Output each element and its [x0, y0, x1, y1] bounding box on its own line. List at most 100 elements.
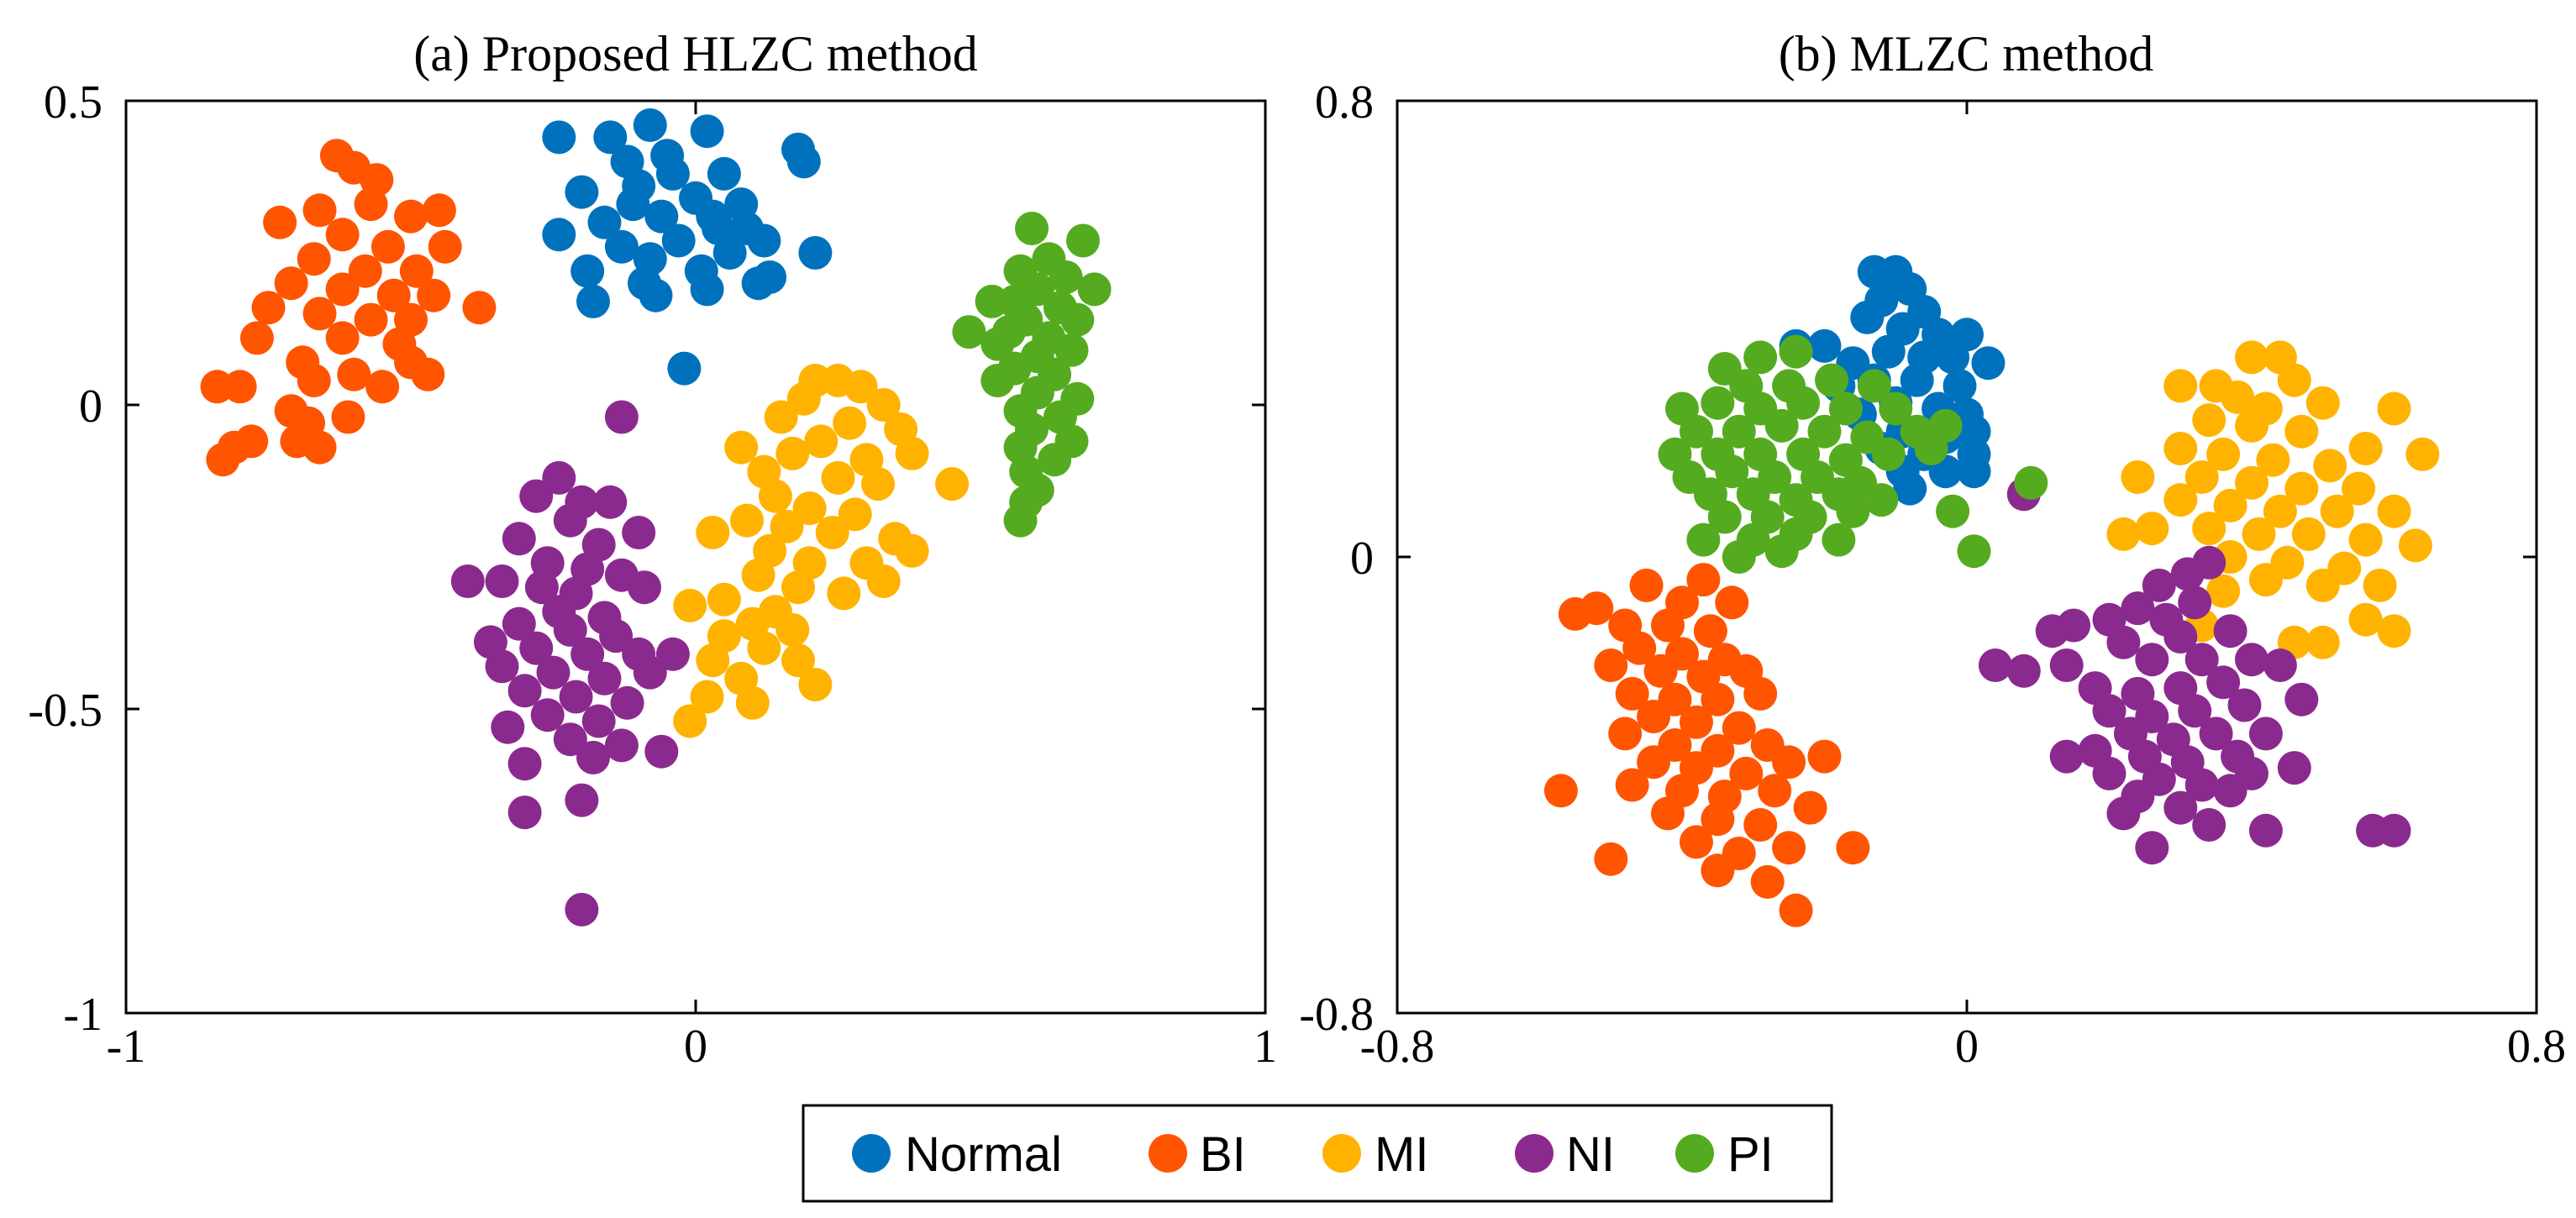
point-normal-14: [644, 199, 679, 234]
point-mi-32: [866, 564, 901, 598]
point-mi-26: [2320, 494, 2354, 528]
point-mi-6: [833, 406, 867, 440]
point-bi-33: [223, 370, 257, 404]
point-mi-0: [2235, 340, 2268, 375]
point-ni-43: [565, 783, 599, 817]
point-ni-28: [536, 655, 570, 690]
point-bi-22: [1608, 717, 1643, 751]
legend: Normal BI MI NI PI: [802, 1104, 1833, 1203]
point-bi-39: [1680, 825, 1713, 859]
point-mi-19: [2184, 460, 2219, 494]
point-mi-34: [2106, 517, 2141, 551]
point-ni-4: [593, 485, 628, 519]
legend-item-normal: Normal: [852, 1127, 1062, 1182]
point-normal-35: [730, 212, 764, 245]
point-mi-20: [730, 503, 764, 538]
panel-a-xtick-label-1: 0: [684, 1021, 707, 1073]
point-bi-21: [1722, 711, 1756, 745]
point-normal-30: [667, 351, 702, 386]
point-bi-20: [1680, 705, 1713, 739]
point-ni-21: [599, 619, 633, 654]
point-ni-11: [2049, 648, 2084, 682]
point-bi-17: [1701, 682, 1735, 717]
point-bi-36: [331, 400, 365, 434]
point-mi-28: [895, 533, 929, 568]
point-ni-26: [655, 637, 690, 671]
point-normal-17: [542, 218, 576, 252]
panel-a-xtick-label-0: -1: [107, 1021, 146, 1073]
panel-a: (a) Proposed HLZC method -1 0 1 -1 -0.5 0 0.5: [28, 26, 1277, 1073]
point-bi-29: [411, 357, 445, 391]
point-pi-11: [1828, 391, 1863, 426]
point-mi-43: [798, 668, 833, 701]
point-bi-14: [274, 266, 308, 301]
point-mi-10: [2235, 408, 2268, 443]
point-bi-13: [399, 254, 434, 288]
point-mi-18: [2121, 460, 2155, 494]
legend-label-mi: MI: [1375, 1127, 1428, 1182]
point-ni-49: [2135, 831, 2169, 865]
point-ni-38: [2092, 756, 2127, 790]
point-pi-13: [1680, 414, 1713, 449]
point-ni-47: [2192, 808, 2226, 842]
point-ni-41: [507, 747, 542, 781]
point-bi-7: [263, 205, 297, 239]
point-bi-1: [1686, 563, 1721, 597]
point-ni-36: [491, 710, 525, 744]
point-mi-38: [2248, 563, 2283, 597]
point-normal-28: [690, 272, 724, 307]
point-mi-23: [2163, 483, 2198, 517]
point-bi-5: [394, 199, 428, 234]
point-bi-15: [325, 272, 360, 307]
point-normal-12: [1971, 346, 2006, 381]
point-bi-6: [1651, 608, 1685, 643]
legend-marker-normal: [852, 1134, 891, 1173]
point-pi-2: [1779, 334, 1813, 369]
point-pi-28: [1038, 443, 1072, 477]
point-bi-33: [1758, 774, 1792, 808]
point-normal-18: [1943, 369, 1977, 403]
point-mi-13: [2405, 437, 2440, 471]
point-normal-8: [707, 156, 741, 191]
point-ni-18: [2235, 643, 2268, 677]
point-bi-27: [337, 357, 371, 391]
point-normal-20: [712, 236, 747, 270]
point-pi-4: [1049, 260, 1083, 294]
point-mi-31: [2291, 517, 2326, 551]
point-mi-24: [696, 516, 730, 549]
point-normal-5: [1850, 300, 1885, 334]
point-mi-17: [2313, 449, 2347, 483]
legend-marker-ni: [1515, 1134, 1553, 1173]
point-normal-0: [542, 120, 576, 155]
point-pi-46: [1764, 534, 1799, 569]
panel-a-ytick-label-2: 0: [79, 381, 103, 433]
point-pi-17: [1054, 333, 1089, 367]
point-ni-2: [2035, 614, 2069, 648]
point-bi-44: [1750, 864, 1785, 899]
point-ni-15: [2213, 614, 2247, 648]
point-pi-40: [1836, 494, 1870, 528]
point-pi-32: [1003, 503, 1038, 538]
point-normal-17: [1900, 363, 1934, 397]
point-ni-44: [2163, 790, 2198, 825]
point-ni-32: [559, 680, 593, 714]
point-mi-45: [735, 685, 770, 720]
point-bi-19: [1637, 700, 1671, 733]
point-normal-34: [633, 242, 667, 276]
point-ni-51: [2377, 813, 2411, 848]
point-pi-28: [1715, 454, 1749, 489]
point-mi-22: [2342, 471, 2376, 506]
legend-item-bi: BI: [1149, 1127, 1246, 1182]
point-mi-46: [2305, 625, 2340, 659]
point-bi-45: [1779, 893, 1813, 927]
point-ni-6: [502, 522, 536, 556]
point-ni-0: [604, 400, 639, 434]
point-mi-41: [2206, 574, 2241, 608]
point-bi-11: [297, 242, 331, 276]
point-mi-29: [741, 558, 775, 592]
point-mi-22: [815, 516, 849, 549]
point-mi-5: [2221, 380, 2255, 414]
point-pi-1: [1066, 223, 1100, 258]
point-ni-37: [2049, 739, 2084, 774]
